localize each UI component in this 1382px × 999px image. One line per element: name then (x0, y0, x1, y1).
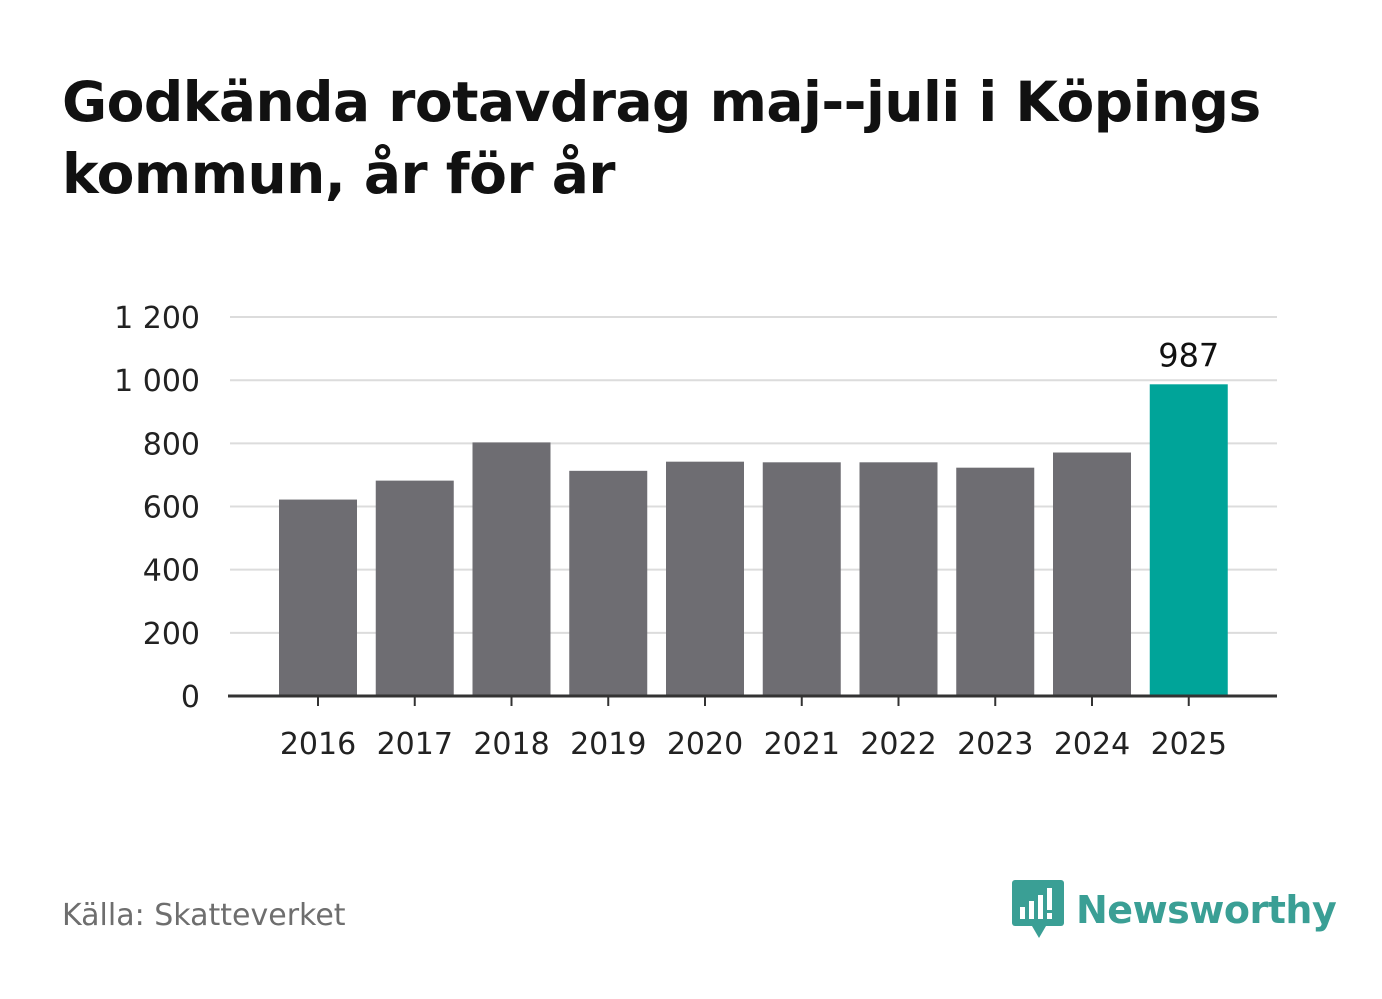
source-note: Källa: Skatteverket (62, 898, 346, 933)
y-tick-label: 600 (143, 491, 200, 526)
bar (569, 470, 648, 696)
x-tick-label: 2022 (860, 727, 936, 762)
bar (859, 462, 938, 696)
x-tick-label: 2017 (377, 727, 453, 762)
x-tick-label: 2020 (667, 727, 743, 762)
y-tick-label: 0 (181, 680, 200, 715)
y-tick-label: 200 (143, 617, 200, 652)
bar (1053, 452, 1131, 696)
bar (1149, 384, 1228, 696)
brand-name: Newsworthy (1076, 888, 1337, 932)
newsworthy-logo-icon (1012, 880, 1064, 938)
y-tick-label: 1 200 (114, 301, 200, 336)
bar (762, 462, 841, 696)
bar (956, 467, 1035, 696)
x-tick-label: 2016 (280, 727, 356, 762)
chart-title: Godkända rotavdrag maj--juli i Köpings k… (62, 70, 1261, 206)
x-tick-label: 2019 (570, 727, 646, 762)
bar (666, 461, 744, 696)
x-tick-label: 2018 (473, 727, 549, 762)
y-tick-label: 1 000 (114, 364, 200, 399)
bar (279, 499, 357, 696)
x-tick-label: 2024 (1054, 727, 1130, 762)
y-tick-label: 400 (143, 554, 200, 589)
bar (375, 480, 454, 696)
x-tick-label: 2025 (1151, 727, 1227, 762)
brand-logo: Newsworthy (1012, 880, 1337, 940)
data-label: 987 (1158, 336, 1219, 374)
x-tick-label: 2023 (957, 727, 1033, 762)
x-tick-label: 2021 (764, 727, 840, 762)
y-tick-label: 800 (143, 427, 200, 462)
bar (472, 442, 551, 696)
